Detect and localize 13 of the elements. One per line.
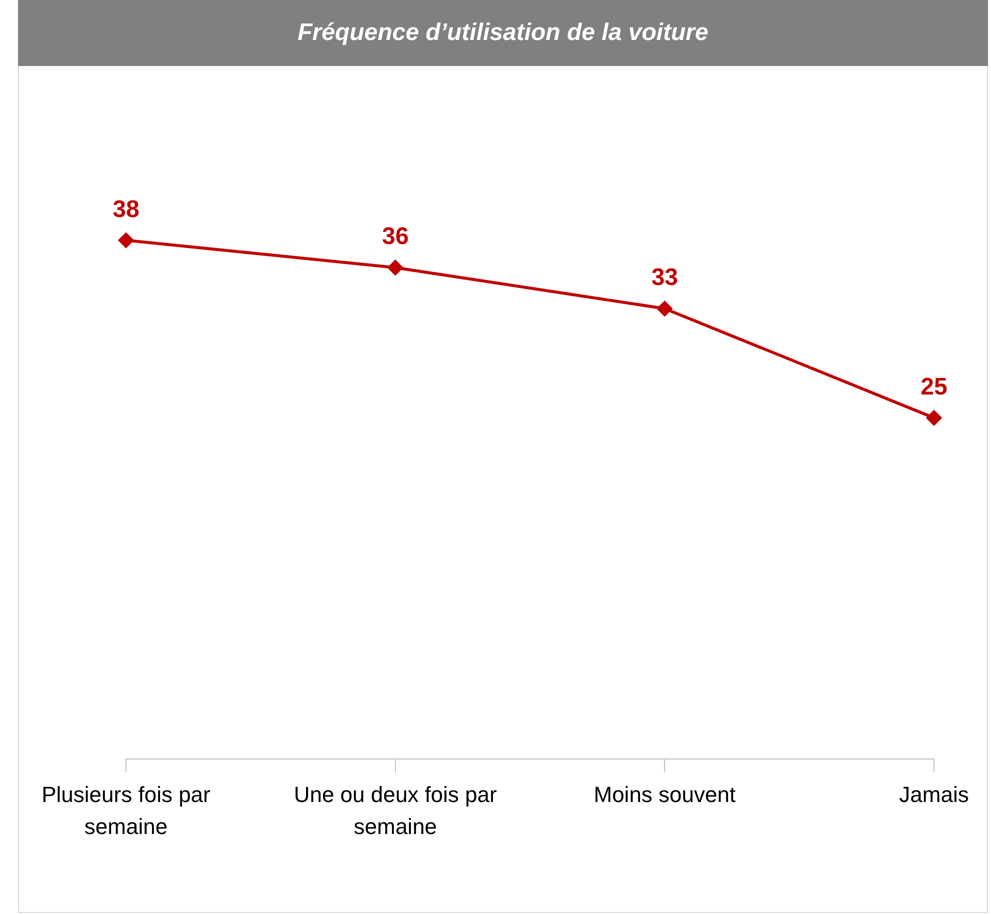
point <box>388 260 403 276</box>
chart-title: Fréquence d’utilisation de la voiture <box>18 0 988 66</box>
x-tick-label: Jamais <box>899 782 969 808</box>
point <box>926 410 942 426</box>
x-tick-label: Plusieurs fois par semaine <box>42 782 210 840</box>
data-label: 38 <box>112 196 140 223</box>
point <box>118 232 134 248</box>
x-tick-label: Moins souvent <box>594 782 736 808</box>
point <box>657 301 672 316</box>
data-label: 33 <box>651 264 678 292</box>
data-label: 25 <box>920 373 948 400</box>
data-label: 36 <box>382 223 409 250</box>
x-tick-label: Une ou deux fois par semaine <box>294 782 497 840</box>
